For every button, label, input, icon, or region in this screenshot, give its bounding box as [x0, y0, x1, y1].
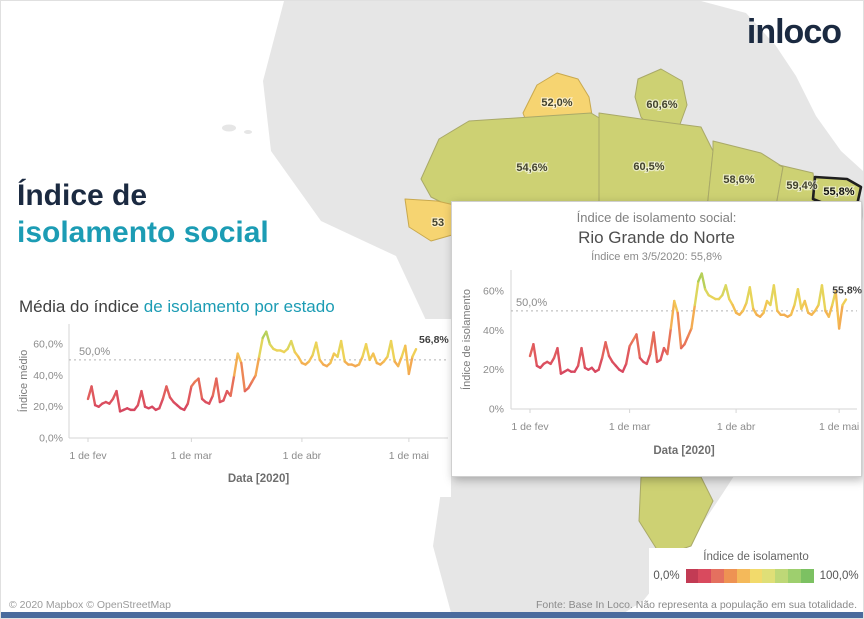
reference-line-label: 50,0%: [516, 297, 547, 309]
x-tick-label: 1 de fev: [511, 421, 549, 433]
tooltip-state-name: Rio Grande do Norte: [578, 228, 735, 247]
legend-color-step: [723, 569, 737, 583]
chart-subtitle: Média do índice de isolamento por estado: [19, 297, 335, 317]
legend-color-step: [787, 569, 801, 583]
end-value-label: 56,8%: [419, 334, 449, 346]
x-tick-label: 1 de abr: [717, 421, 756, 433]
x-tick-label: 1 de mar: [609, 421, 651, 433]
legend-color-step: [762, 569, 776, 583]
y-tick-label: 40,0%: [33, 370, 63, 382]
tooltip-title: Índice de isolamento social:: [576, 210, 737, 225]
average-index-line-chart[interactable]: 0,0% 20,0% 40,0% 60,0% 1 de fev 1 de mar 1 de …: [1, 319, 461, 501]
y-axis-title: Índice de isolamento: [460, 289, 473, 390]
index-line[interactable]: [86, 330, 418, 413]
legend-color-step: [685, 569, 699, 583]
state-label-amazonas: 54,6%: [516, 162, 547, 174]
island: [222, 124, 236, 132]
index-line[interactable]: [528, 272, 848, 375]
x-tick-label: 1 de fev: [69, 450, 107, 462]
map-tooltip: Índice de isolamento social: Rio Grande …: [451, 201, 863, 477]
y-tick-label: 60,0%: [33, 339, 63, 351]
y-tick-label: 20,0%: [33, 401, 63, 413]
chart-subtitle-plain: Média do índice: [19, 297, 140, 316]
legend-gradient-bar: [685, 569, 814, 583]
x-tick-label: 1 de mai: [389, 450, 429, 462]
page-title-line2: isolamento social: [17, 216, 269, 249]
end-value-label: 55,8%: [832, 284, 862, 296]
average-index-chart-panel: 0,0% 20,0% 40,0% 60,0% 1 de fev 1 de mar 1 de …: [1, 319, 461, 501]
legend-title: Índice de isolamento: [703, 551, 809, 563]
state-label-amapa: 60,6%: [646, 99, 677, 111]
legend-min-label: 0,0%: [653, 570, 680, 582]
reference-line-label: 50,0%: [79, 346, 110, 358]
inloco-logo: inloco: [746, 13, 842, 51]
island: [439, 127, 449, 133]
x-tick-label: 1 de mar: [171, 450, 213, 462]
y-tick-label: 20%: [483, 364, 504, 376]
x-axis-title: Data [2020]: [228, 473, 290, 485]
y-tick-label: 60%: [483, 286, 504, 298]
legend-color-step: [749, 569, 763, 583]
map-attribution: © 2020 Mapbox © OpenStreetMap: [9, 599, 171, 611]
y-tick-label: 0%: [489, 404, 504, 416]
legend-color-step: [800, 569, 814, 583]
state-index-line-chart[interactable]: 0% 20% 40% 60% 1 de fev 1 de mar 1 de abr 1 de …: [452, 262, 863, 476]
bottom-scrollbar[interactable]: [1, 612, 863, 618]
legend-color-step: [698, 569, 712, 583]
legend-color-step: [711, 569, 724, 583]
tooltip-index-value: Índice em 3/5/2020: 55,8%: [591, 251, 722, 263]
x-tick-label: 1 de mai: [819, 421, 859, 433]
tooltip-header: Índice de isolamento social: Rio Grande …: [452, 210, 861, 263]
page-title-line1: Índice de: [17, 179, 148, 212]
island: [244, 130, 252, 134]
chart-subtitle-accent: de isolamento por estado: [143, 297, 335, 316]
legend-color-step: [775, 569, 788, 583]
state-label-acre: 53: [432, 217, 444, 229]
x-axis-title: Data [2020]: [653, 445, 715, 457]
color-legend: Índice de isolamento 0,0% 100,0%: [649, 548, 863, 600]
legend-color-step: [736, 569, 750, 583]
state-label-para: 60,5%: [633, 161, 664, 173]
state-bahia[interactable]: [638, 476, 714, 557]
state-label-rio-grande-do-norte: 55,8%: [823, 186, 854, 198]
page-title: Índice de isolamento social: [17, 177, 269, 251]
legend-max-label: 100,0%: [819, 570, 859, 582]
y-axis-title: Índice médio: [17, 350, 30, 412]
state-label-roraima: 52,0%: [541, 97, 572, 109]
x-tick-label: 1 de abr: [283, 450, 322, 462]
y-tick-label: 40%: [483, 325, 504, 337]
y-tick-label: 0,0%: [39, 433, 63, 445]
state-label-ceara: 59,4%: [786, 180, 817, 192]
source-note: Fonte: Base In Loco. Não representa a po…: [535, 599, 857, 611]
state-label-maranhao: 58,6%: [723, 174, 754, 186]
